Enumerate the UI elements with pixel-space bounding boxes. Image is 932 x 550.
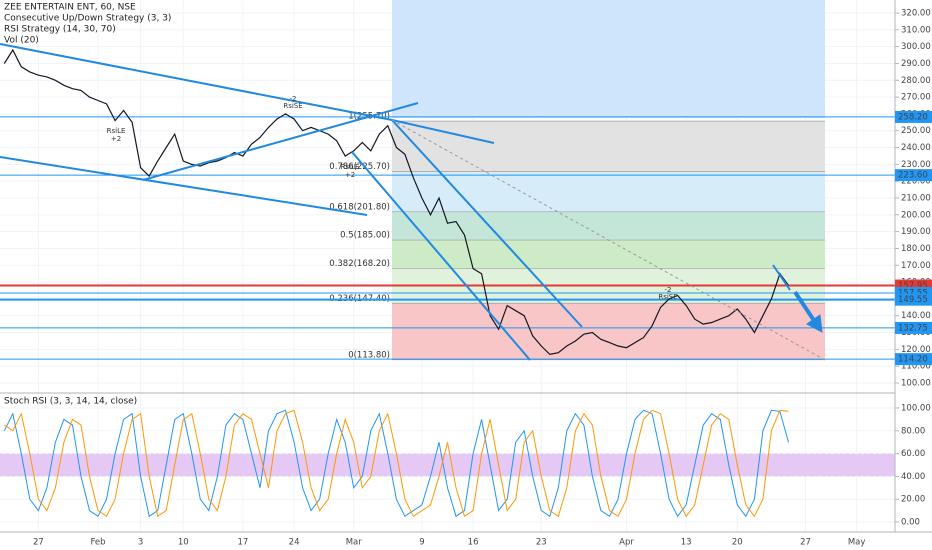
fib-zone — [392, 303, 825, 360]
indicator-label: Vol (20) — [4, 36, 39, 46]
y-tick-label: 0.00 — [901, 518, 920, 528]
signal-label: RsiLE — [107, 127, 126, 135]
y-tick-label: 270.00 — [901, 93, 931, 103]
trend-line — [0, 43, 393, 121]
x-tick-label: 27 — [33, 538, 44, 548]
y-tick-label: 230.00 — [901, 160, 931, 170]
y-tick-label: 210.00 — [901, 194, 931, 204]
x-tick-label: Apr — [619, 538, 634, 548]
price-label: 114.20 — [898, 355, 928, 365]
price-label-bg — [895, 293, 932, 306]
fib-label: 0.382(168.20) — [329, 259, 390, 269]
x-tick-label: 17 — [238, 538, 249, 548]
price-label: 132.75 — [898, 323, 928, 333]
price-line-series — [3, 48, 789, 356]
y-tick-label: 20.00 — [901, 495, 925, 505]
trend-line — [391, 119, 583, 328]
price-label: 157.95 — [898, 281, 928, 291]
price-label-bg — [895, 169, 932, 182]
fib-label: 0.5(185.00) — [340, 231, 390, 241]
price-label-bg — [895, 353, 932, 366]
signal-label: +2 — [345, 171, 355, 179]
fib-zones: 0(113.80)0.236(147.40)0.382(168.20)0.5(1… — [0, 112, 895, 360]
dashed-line — [391, 119, 826, 361]
fib-zone — [392, 171, 825, 212]
trend-line — [142, 102, 419, 181]
trend-line — [351, 151, 531, 361]
x-tick-label: 10 — [178, 538, 189, 548]
fib-zone — [392, 240, 825, 269]
y-tick-label: 300.00 — [901, 42, 931, 52]
indicator-label: RSI Strategy (14, 30, 70) — [4, 25, 116, 35]
x-tick-label: 3 — [138, 538, 143, 548]
y-tick-label: 100.00 — [901, 379, 931, 389]
price-line-series — [3, 409, 789, 518]
fib-label: 0.618(201.80) — [329, 202, 390, 212]
symbol-title: ZEE ENTERTAIN ENT, 60, NSE — [4, 3, 136, 13]
x-tick-label: 9 — [419, 538, 424, 548]
y-tick-label: 320.00 — [901, 9, 931, 19]
signal-label: RsiSE — [283, 102, 302, 110]
x-tick-label: 24 — [289, 538, 300, 548]
price-label-bg — [895, 110, 932, 123]
x-tick-label: 13 — [681, 538, 692, 548]
fib-label: 0(113.80) — [348, 350, 390, 360]
signals: RsiLE +2 RsiSE -2 RsiLE +2 RsiSE -2 — [107, 95, 678, 301]
fib-zone — [392, 211, 825, 241]
date-range-shade — [392, 0, 825, 118]
x-tick-label: May — [848, 538, 866, 548]
y-tick-label: 80.00 — [901, 426, 925, 436]
x-tick-label: 16 — [468, 538, 479, 548]
x-tick-label: 23 — [536, 538, 547, 548]
y-tick-label: 280.00 — [901, 76, 931, 86]
price-label: 223.60 — [898, 171, 928, 181]
trend-line — [391, 119, 495, 144]
signal-label: -2 — [665, 286, 672, 294]
price-line-series — [4, 409, 789, 518]
y-tick-label: 170.00 — [901, 261, 931, 271]
y-tick-label: 290.00 — [901, 59, 931, 69]
x-tick-label: Mar — [346, 538, 363, 548]
fib-label: 0.786(225.70) — [329, 162, 390, 172]
signal-label: RsiSE — [658, 293, 677, 301]
x-tick-label: 27 — [800, 538, 811, 548]
y-tick-label: 110.00 — [901, 362, 931, 372]
y-tick-label: 100.00 — [901, 404, 931, 414]
y-tick-label: 240.00 — [901, 143, 931, 153]
y-tick-label: 250.00 — [901, 126, 931, 136]
y-tick-label: 310.00 — [901, 25, 931, 35]
price-label: 149.55 — [898, 295, 928, 305]
x-tick-label: Feb — [90, 538, 105, 548]
y-tick-label: 200.00 — [901, 210, 931, 220]
stoch-band — [0, 453, 895, 477]
y-tick-label: 120.00 — [901, 345, 931, 355]
indicator-label: Stoch RSI (3, 3, 14, 14, close) — [4, 397, 137, 407]
price-label: 157.55 — [898, 288, 928, 298]
price-label: 258.20 — [898, 112, 928, 122]
y-tick-label: 60.00 — [901, 449, 925, 459]
x-tick-label: 20 — [732, 538, 743, 548]
arrow — [793, 290, 817, 324]
fib-zone — [392, 121, 825, 172]
price-label-bg — [895, 321, 932, 334]
y-tick-label: 190.00 — [901, 227, 931, 237]
drawings — [0, 43, 826, 361]
y-tick-label: 140.00 — [901, 311, 931, 321]
signal-label: RsiLE — [341, 163, 360, 171]
indicator-label: Consecutive Up/Down Strategy (3, 3) — [4, 14, 171, 24]
trend-line — [772, 264, 791, 291]
signal-label: +2 — [111, 135, 121, 143]
plot — [3, 48, 789, 518]
signal-label: -2 — [290, 95, 297, 103]
y-tick-label: 180.00 — [901, 244, 931, 254]
trend-line — [0, 156, 368, 216]
y-tick-label: 220.00 — [901, 177, 931, 187]
y-tick-label: 40.00 — [901, 472, 925, 482]
arrow-head — [806, 314, 823, 333]
